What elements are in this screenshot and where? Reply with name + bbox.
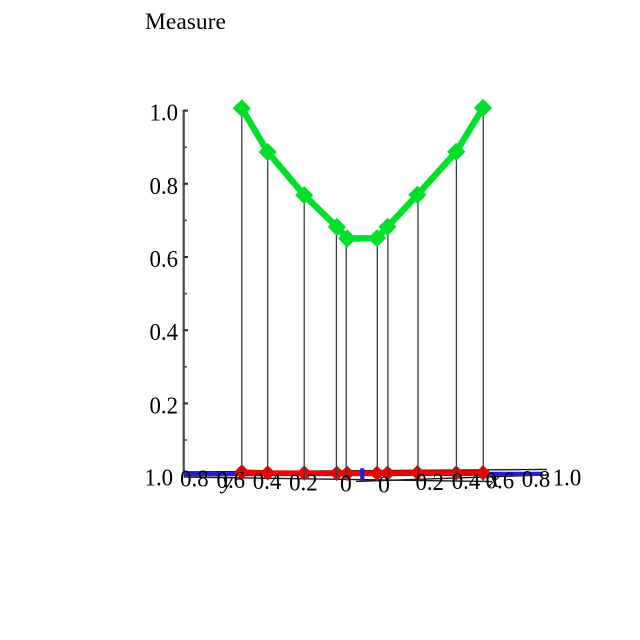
svg-text:0.8: 0.8 (180, 466, 209, 493)
svg-text:0.2: 0.2 (150, 392, 179, 419)
svg-text:0.8: 0.8 (150, 173, 179, 200)
svg-text:0.2: 0.2 (289, 469, 318, 496)
svg-text:0.6: 0.6 (150, 246, 179, 273)
svg-text:Measure: Measure (145, 9, 226, 35)
svg-text:1.0: 1.0 (145, 464, 174, 491)
svg-text:0.4: 0.4 (452, 468, 481, 495)
svg-text:1.0: 1.0 (150, 100, 179, 127)
svg-text:y: y (219, 468, 233, 495)
svg-text:0.2: 0.2 (415, 469, 444, 496)
svg-text:1.0: 1.0 (553, 465, 582, 492)
svg-text:0: 0 (340, 471, 352, 498)
svg-text:0: 0 (378, 471, 390, 498)
svg-text:x: x (488, 466, 500, 493)
svg-text:0.4: 0.4 (150, 319, 179, 346)
svg-text:0.6: 0.6 (486, 467, 515, 494)
svg-text:0.4: 0.4 (253, 468, 282, 495)
svg-text:0.6: 0.6 (217, 467, 246, 494)
svg-text:0.8: 0.8 (522, 466, 551, 493)
